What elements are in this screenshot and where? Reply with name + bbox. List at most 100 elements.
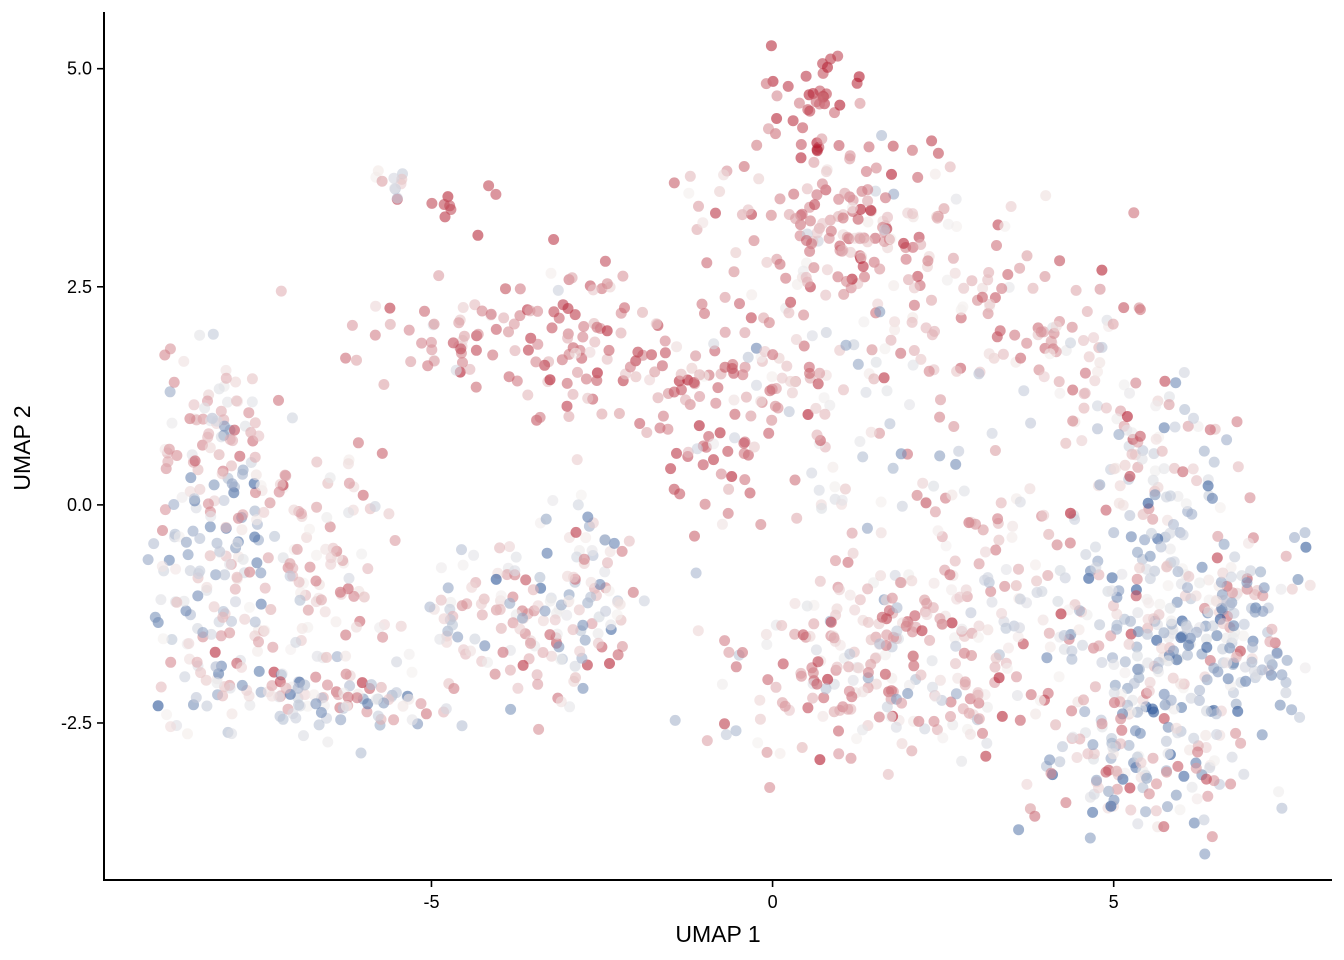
scatter-point <box>1054 756 1066 768</box>
scatter-point <box>1246 642 1258 653</box>
scatter-point <box>534 411 546 423</box>
scatter-point <box>926 135 938 147</box>
scatter-point <box>1211 552 1223 564</box>
scatter-point <box>929 325 940 337</box>
scatter-point <box>1180 498 1192 510</box>
scatter-point <box>244 566 256 578</box>
scatter-point <box>561 609 573 621</box>
scatter-point <box>213 383 225 395</box>
scatter-point <box>1264 636 1276 648</box>
scatter-point <box>220 364 232 376</box>
scatter-point <box>580 373 592 385</box>
scatter-point <box>259 625 271 636</box>
scatter-point <box>941 274 953 286</box>
scatter-point <box>1078 694 1089 706</box>
scatter-point <box>865 658 877 670</box>
scatter-point <box>908 282 920 294</box>
scatter-point <box>580 532 592 544</box>
scatter-point <box>1040 190 1052 202</box>
scatter-point <box>1142 657 1154 669</box>
scatter-point <box>755 519 767 530</box>
scatter-point <box>690 567 702 579</box>
scatter-point <box>249 451 261 463</box>
scatter-point <box>389 535 401 546</box>
scatter-point <box>833 584 845 596</box>
scatter-point <box>224 627 236 639</box>
scatter-point <box>977 727 988 739</box>
scatter-point <box>1021 250 1033 262</box>
scatter-point <box>878 372 890 384</box>
scatter-point <box>719 326 731 338</box>
scatter-point <box>972 631 984 643</box>
scatter-point <box>189 455 201 467</box>
scatter-point <box>334 586 346 598</box>
scatter-point <box>537 647 549 658</box>
scatter-point <box>200 674 212 686</box>
scatter-point <box>262 552 274 564</box>
scatter-point <box>372 165 384 177</box>
scatter-point <box>1153 657 1165 668</box>
scatter-point <box>1210 595 1222 607</box>
scatter-point <box>634 418 646 429</box>
scatter-point <box>1066 653 1078 665</box>
scatter-point <box>889 316 901 328</box>
scatter-point <box>1150 805 1162 817</box>
scatter-point <box>791 279 803 290</box>
scatter-point <box>475 598 487 610</box>
scatter-point <box>561 400 573 412</box>
scatter-point <box>896 500 908 512</box>
scatter-point <box>1012 631 1024 643</box>
scatter-point <box>204 521 216 533</box>
scatter-point <box>155 681 167 693</box>
scatter-point <box>982 274 994 286</box>
scatter-point <box>503 371 515 383</box>
scatter-point <box>1031 575 1043 587</box>
scatter-point <box>1119 667 1131 679</box>
scatter-point <box>714 427 726 439</box>
y-tick-label: 0.0 <box>67 495 92 515</box>
scatter-point <box>1029 810 1041 822</box>
scatter-point <box>253 665 265 677</box>
scatter-point <box>926 294 937 306</box>
scatter-point <box>1211 630 1223 642</box>
scatter-point <box>1090 541 1101 553</box>
scatter-point <box>1208 755 1220 767</box>
scatter-point <box>989 445 1001 456</box>
scatter-point <box>304 523 315 535</box>
scatter-point <box>1025 689 1037 701</box>
scatter-point <box>243 407 255 419</box>
scatter-point <box>178 355 190 367</box>
scatter-point <box>865 634 877 646</box>
scatter-point <box>604 658 615 669</box>
scatter-point <box>585 591 597 603</box>
scatter-point <box>1162 801 1173 813</box>
scatter-point <box>1125 531 1137 543</box>
scatter-point <box>616 545 628 557</box>
scatter-point <box>310 671 322 683</box>
scatter-point <box>176 491 188 503</box>
scatter-point <box>788 188 800 200</box>
scatter-point <box>217 690 229 702</box>
scatter-point <box>1159 375 1171 387</box>
scatter-point <box>250 469 262 481</box>
scatter-point <box>1038 371 1050 383</box>
scatter-point <box>1300 541 1312 553</box>
scatter-point <box>744 487 756 499</box>
scatter-point <box>708 338 720 350</box>
scatter-point <box>517 612 528 624</box>
scatter-point <box>795 670 807 682</box>
scatter-point <box>222 396 233 408</box>
scatter-point <box>562 570 573 582</box>
scatter-point <box>1002 269 1014 280</box>
scatter-point <box>476 609 488 621</box>
scatter-point <box>1094 479 1106 491</box>
scatter-point <box>232 512 244 524</box>
scatter-point <box>973 368 985 380</box>
scatter-point <box>879 668 891 680</box>
scatter-point <box>415 698 427 710</box>
scatter-point <box>808 262 820 274</box>
scatter-point <box>1088 332 1100 344</box>
scatter-point <box>857 686 869 698</box>
scatter-point <box>204 550 216 562</box>
scatter-point <box>839 483 851 495</box>
